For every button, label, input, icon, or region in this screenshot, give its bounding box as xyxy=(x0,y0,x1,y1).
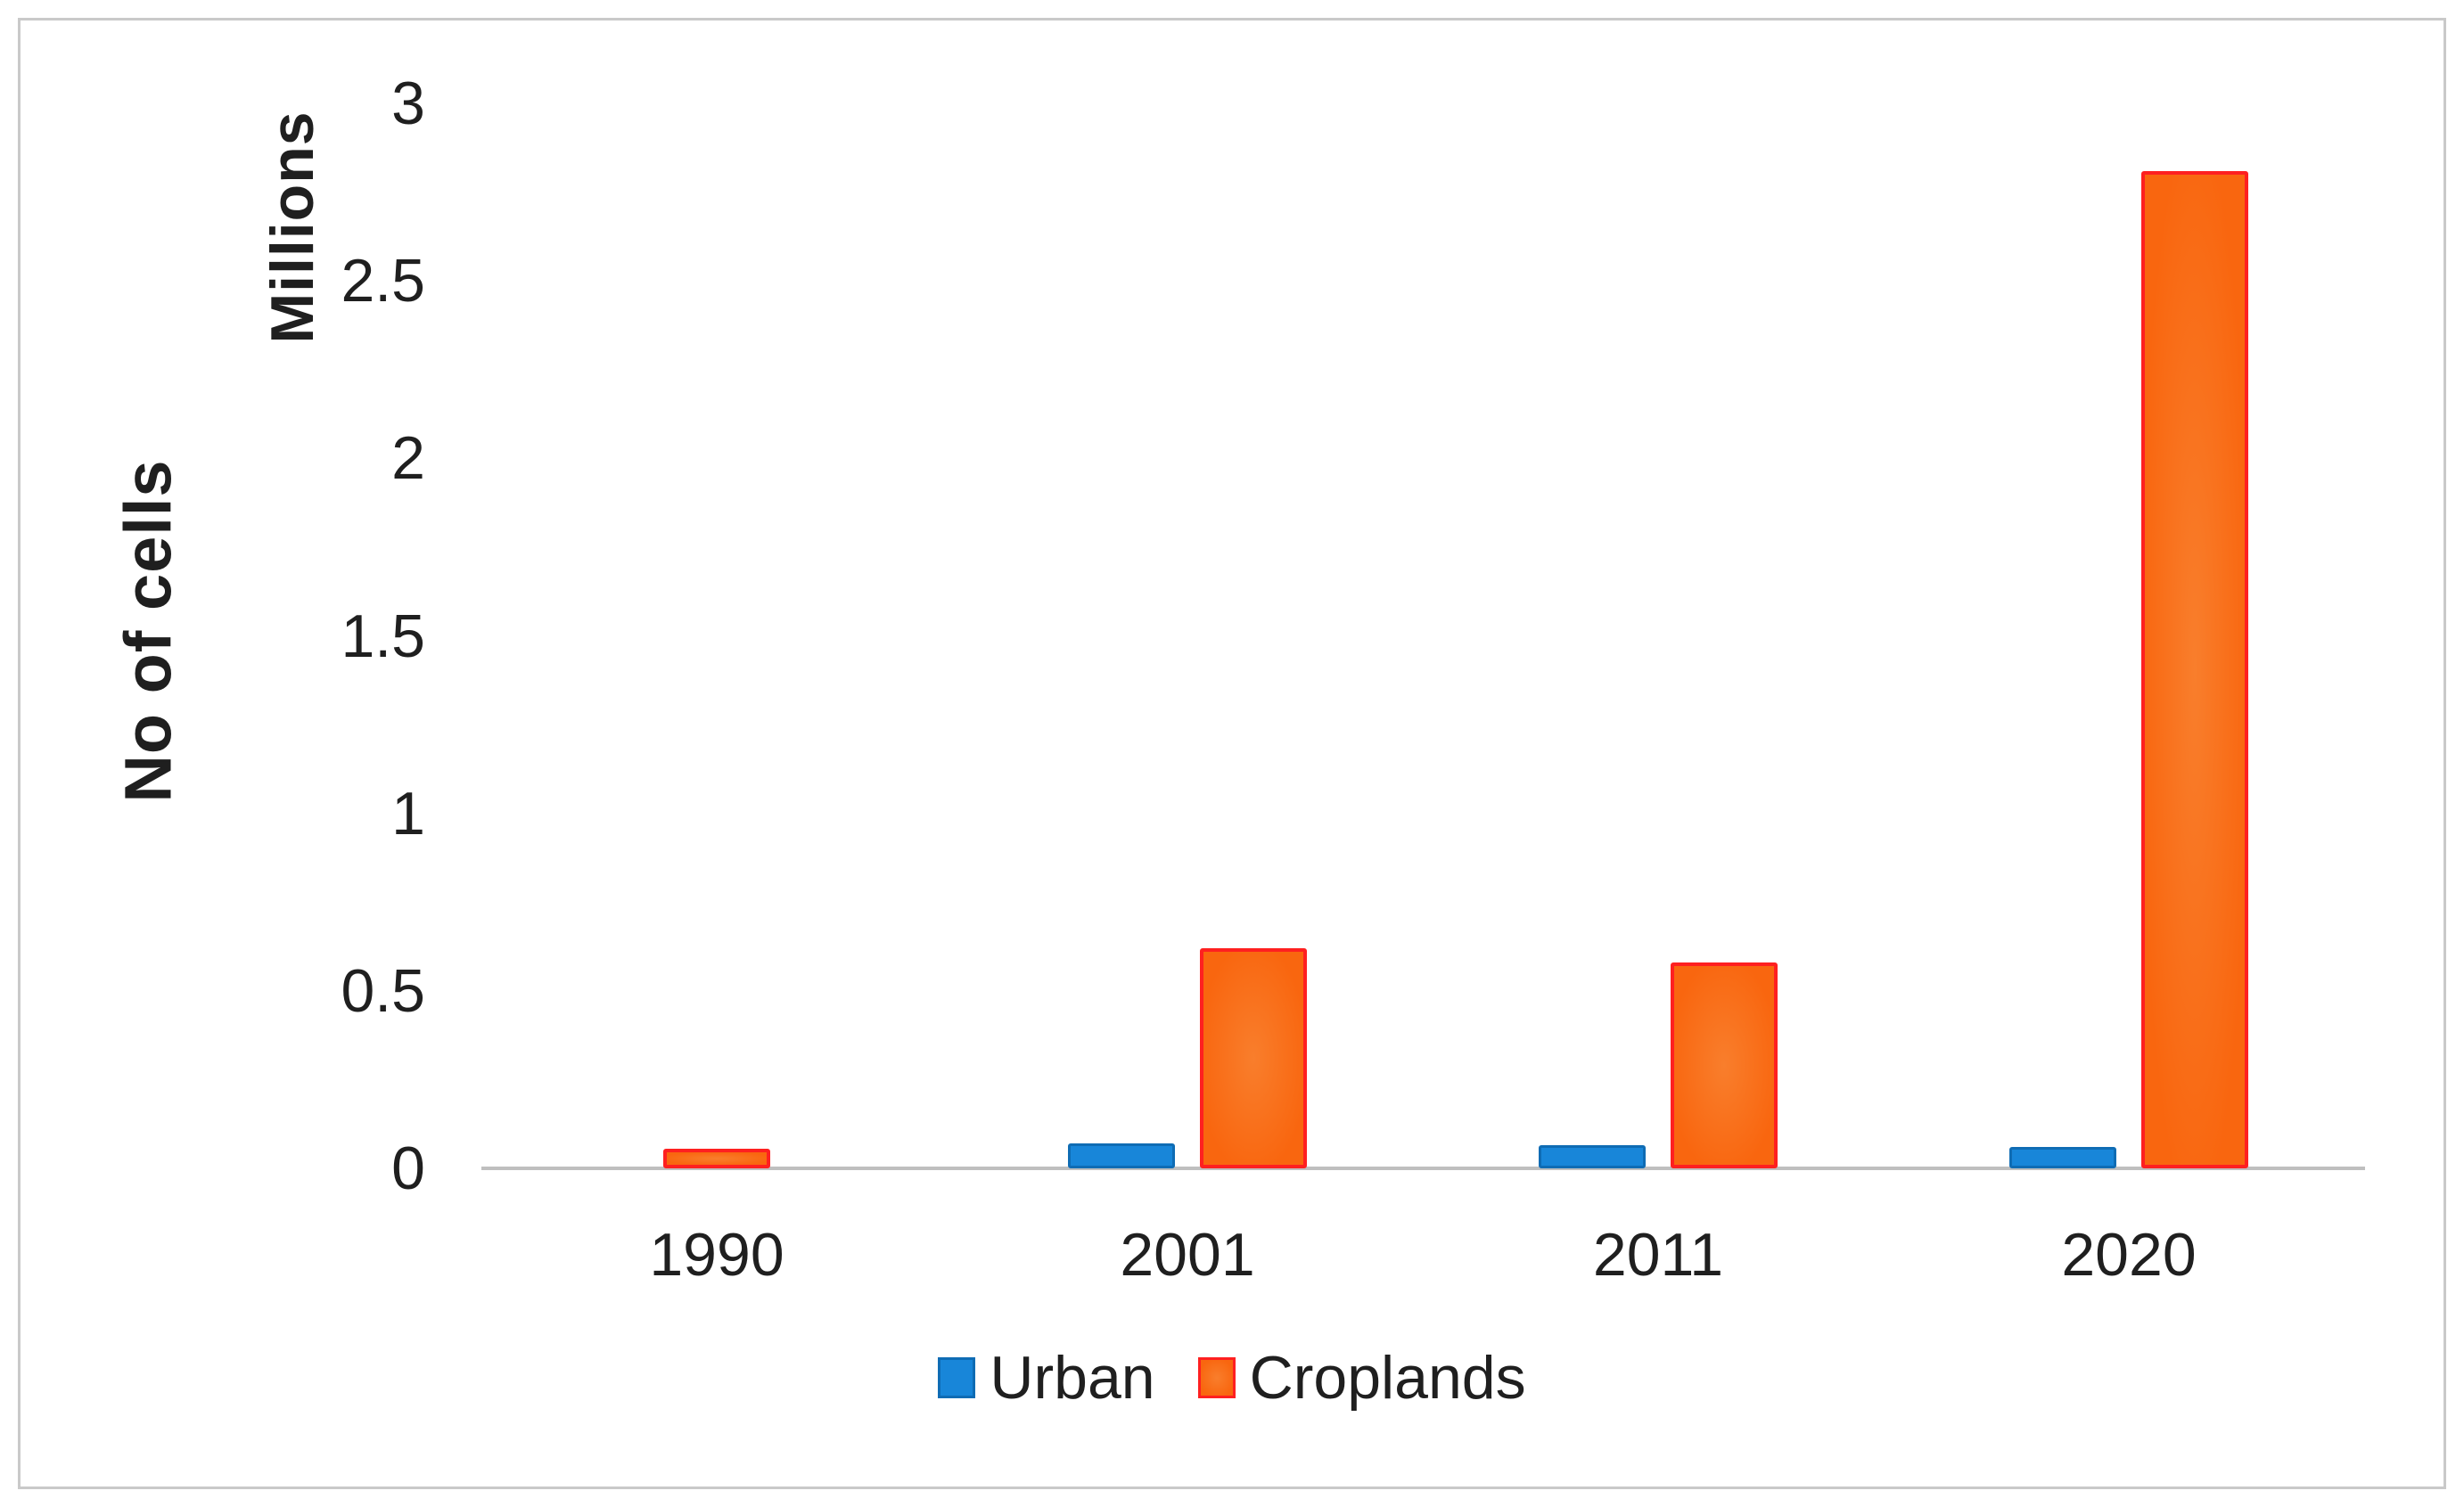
category-group-2001: 2001 xyxy=(952,103,1423,1289)
bar-urban-2001 xyxy=(1068,1143,1175,1168)
bar-croplands-2001 xyxy=(1200,948,1307,1168)
y-tick-label: 2.5 xyxy=(341,247,425,315)
x-axis-label-2020: 2020 xyxy=(2061,1221,2197,1289)
legend-item-urban: Urban xyxy=(938,1342,1155,1413)
category-group-2020: 2020 xyxy=(1893,103,2364,1289)
bar-urban-2020 xyxy=(2009,1147,2116,1168)
y-tick-label: 1 xyxy=(391,779,425,848)
croplands-legend-label: Croplands xyxy=(1249,1344,1526,1412)
bar-croplands-1990 xyxy=(663,1149,770,1168)
y-tick-label: 2 xyxy=(391,424,425,493)
x-axis-label-2001: 2001 xyxy=(1120,1221,1255,1289)
legend-item-croplands: Croplands xyxy=(1197,1342,1526,1413)
legend: Urban Croplands xyxy=(0,1342,2464,1413)
x-axis-line xyxy=(481,1167,2365,1170)
croplands-legend-swatch xyxy=(1197,1357,1236,1398)
y-tick-label: 0.5 xyxy=(341,956,425,1025)
y-tick-label: 3 xyxy=(391,70,425,137)
plot-area: 1990 2001 2011 2020 xyxy=(481,103,2365,1289)
bar-croplands-2011 xyxy=(1671,962,1778,1168)
y-tick-label: 0 xyxy=(391,1134,425,1202)
x-axis-label-1990: 1990 xyxy=(649,1221,784,1289)
category-group-1990: 1990 xyxy=(481,103,952,1289)
x-axis-label-2011: 2011 xyxy=(1592,1221,1724,1289)
urban-legend-swatch xyxy=(938,1357,976,1398)
category-group-2011: 2011 xyxy=(1423,103,1893,1289)
y-tick-label: 1.5 xyxy=(341,602,425,670)
urban-legend-label: Urban xyxy=(990,1344,1155,1412)
bar-urban-2011 xyxy=(1539,1145,1646,1168)
bar-croplands-2020 xyxy=(2141,171,2248,1168)
